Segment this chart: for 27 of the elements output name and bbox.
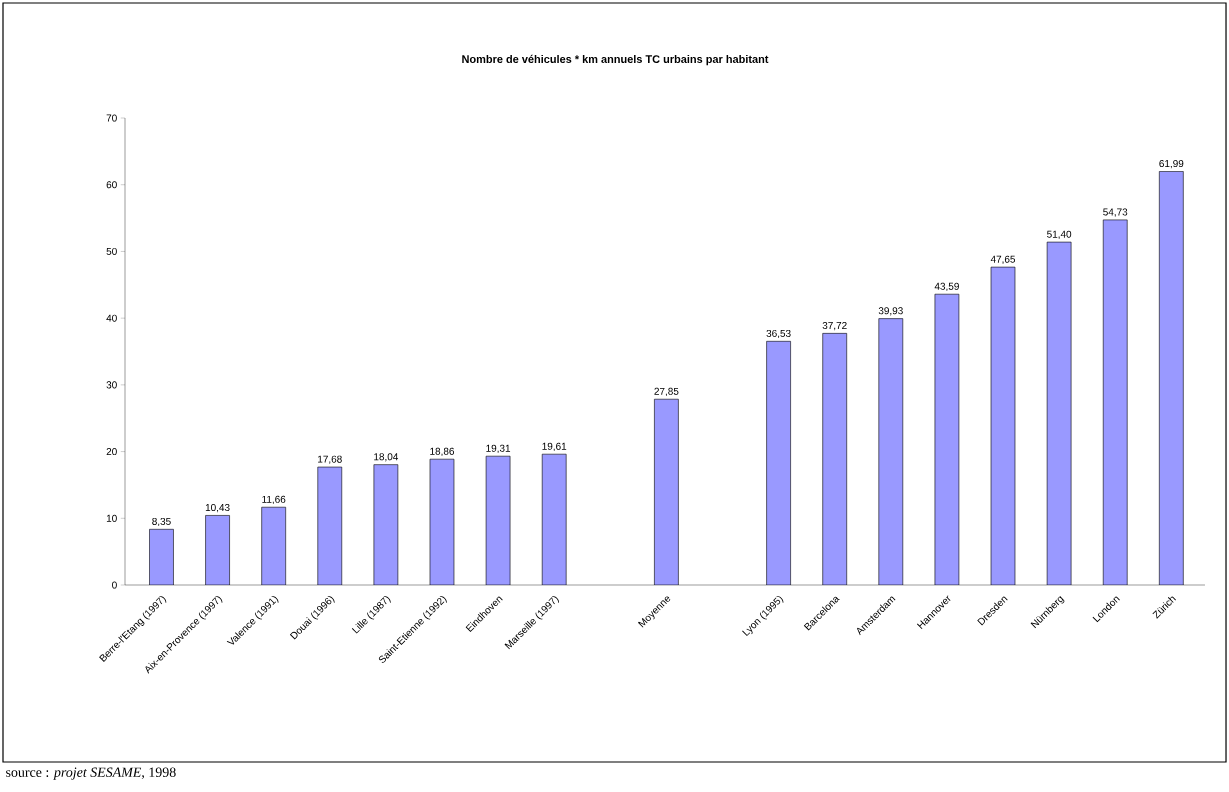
y-tick-label: 0 — [112, 581, 117, 589]
data-label: 19,31 — [486, 444, 511, 453]
data-label: 10,43 — [205, 504, 230, 513]
data-label: 18,86 — [430, 447, 455, 456]
source-note: source : projet SESAME, 1998 — [6, 767, 176, 780]
data-label: 39,93 — [878, 307, 903, 316]
data-label: 8,35 — [152, 517, 171, 527]
data-label: 17,68 — [318, 455, 342, 464]
data-label: 47,65 — [990, 255, 1016, 264]
y-tick-label: 20 — [106, 448, 117, 456]
data-label: 19,61 — [542, 442, 567, 451]
data-label: 27,85 — [654, 387, 679, 397]
y-tick-label: 50 — [106, 247, 117, 255]
data-label: 37,72 — [822, 321, 847, 331]
data-label: 61,99 — [1159, 160, 1184, 169]
y-tick-label: 70 — [106, 114, 117, 122]
y-tick-label: 60 — [106, 181, 117, 189]
data-label: 11,66 — [262, 495, 286, 505]
y-tick-label: 10 — [106, 514, 117, 522]
data-label: 51,40 — [1047, 230, 1072, 239]
chart-title: Nombre de véhicules * km annuels TC urbains par habitant — [462, 54, 769, 66]
data-label: 36,53 — [766, 329, 791, 339]
data-label: 18,04 — [374, 453, 399, 462]
data-label: 43,59 — [934, 282, 959, 292]
data-label: 54,73 — [1103, 208, 1128, 217]
y-tick-label: 40 — [106, 314, 117, 322]
y-tick-label: 30 — [106, 381, 117, 389]
